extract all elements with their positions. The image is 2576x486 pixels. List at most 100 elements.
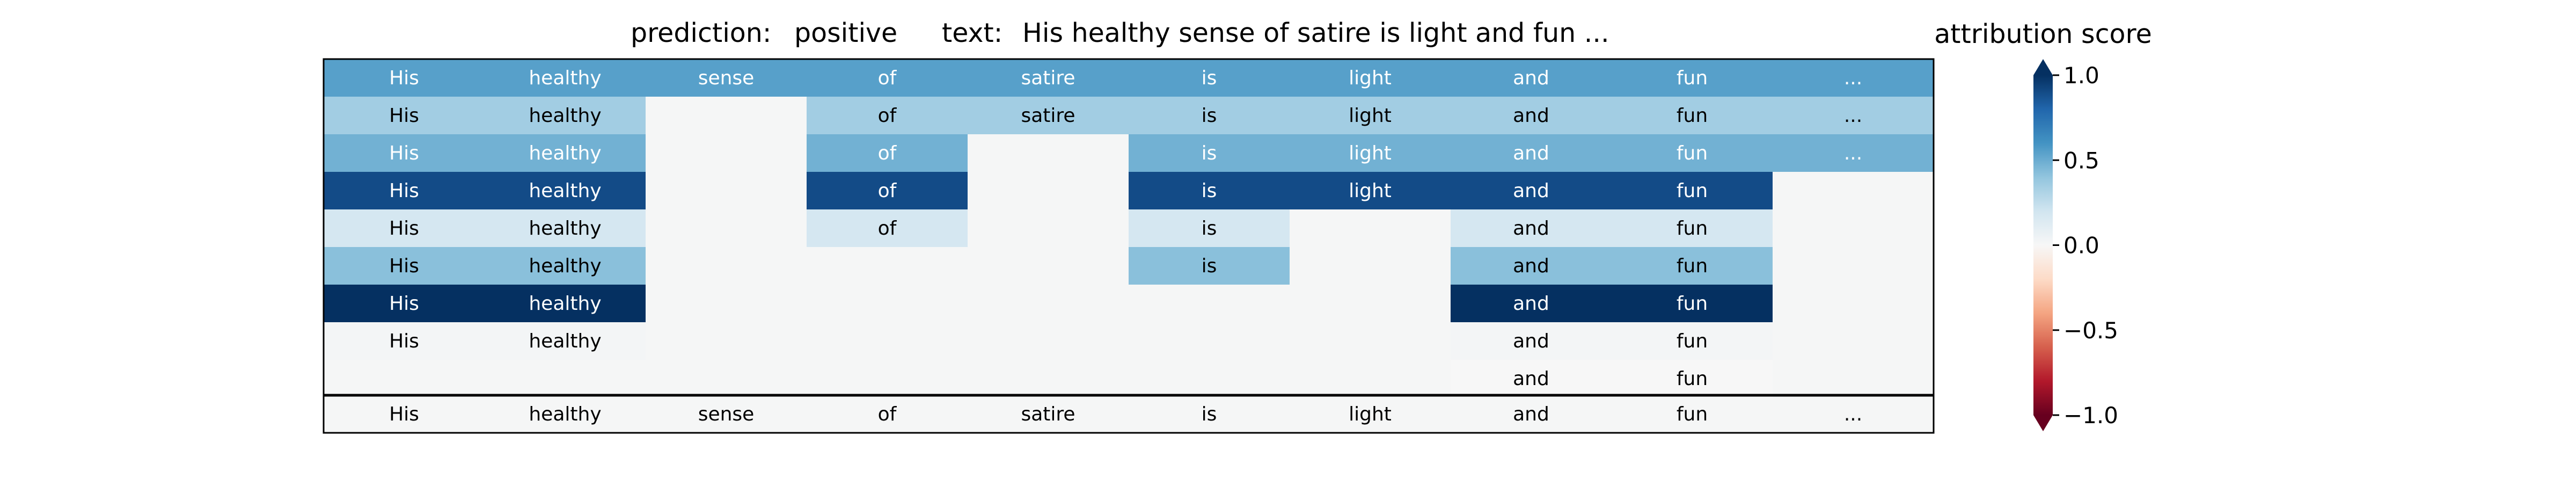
- heatmap-cell: [1612, 172, 1773, 209]
- cell-token-label: of: [878, 217, 897, 240]
- heatmap-cell: [646, 59, 807, 97]
- heatmap-cells: His healthy sense of satire is light and fun ... H…: [324, 59, 1934, 397]
- cell-token-label: of: [878, 142, 897, 164]
- heatmap-cell: [1451, 322, 1612, 360]
- cell-token-label: is: [1202, 142, 1217, 164]
- cell-token-label: and: [1513, 217, 1549, 240]
- prediction-label: prediction:: [631, 18, 771, 48]
- heatmap-cell: [1612, 360, 1773, 397]
- heatmap-cell: [324, 172, 485, 209]
- colorbar-tick-label: 1.0: [2063, 62, 2099, 89]
- cell-token-label: satire: [1021, 67, 1075, 89]
- heatmap-cell: [1129, 134, 1290, 172]
- heatmap-cell: [324, 285, 485, 322]
- heatmap-cell: [1129, 209, 1290, 247]
- colorbar-extend-bottom: [2033, 415, 2053, 431]
- heatmap-cell: [1129, 172, 1290, 209]
- cell-token-label: is: [1202, 255, 1217, 277]
- colorbar-tick-label: 0.0: [2063, 233, 2099, 259]
- cell-token-label: of: [878, 67, 897, 89]
- bottom-token-row: His healthy sense of satire is light and fun...: [389, 403, 1862, 425]
- cell-token-label: His: [389, 142, 419, 164]
- heatmap-cell: [1612, 247, 1773, 285]
- cell-token-label: fun: [1677, 67, 1708, 89]
- cell-token-label: healthy: [529, 67, 601, 89]
- cell-token-label: and: [1513, 255, 1549, 277]
- heatmap-cell: [485, 209, 646, 247]
- colorbar-title: attribution score: [1934, 19, 2151, 49]
- cell-token-label: His: [389, 330, 419, 352]
- heatmap-cell: [807, 209, 968, 247]
- heatmap-cell: [1612, 285, 1773, 322]
- heatmap-cell: [485, 172, 646, 209]
- cell-token-label: satire: [1021, 105, 1075, 127]
- cell-token-label: healthy: [529, 180, 601, 202]
- heatmap-cell: [485, 322, 646, 360]
- heatmap-cell: [1451, 209, 1612, 247]
- heatmap-cell: [1451, 97, 1612, 134]
- cell-token-label: light: [1349, 142, 1392, 164]
- heatmap-cell: [485, 247, 646, 285]
- heatmap-cell: [485, 59, 646, 97]
- text-value: His healthy sense of satire is light and…: [1022, 18, 1609, 48]
- colorbar-extend-top: [2033, 59, 2053, 75]
- heatmap-frame: [323, 58, 1935, 434]
- heatmap-cell: [1451, 59, 1612, 97]
- heatmap-cell: [324, 322, 485, 360]
- heatmap-cell: [324, 97, 485, 134]
- text-label: text:: [942, 18, 1002, 48]
- input-token-label: healthy: [529, 403, 601, 425]
- heatmap-cell: [324, 247, 485, 285]
- heatmap-cell: [1451, 360, 1612, 397]
- heatmap-cell: [324, 209, 485, 247]
- colorbar-tick-label: 0.5: [2063, 147, 2099, 173]
- heatmap-cell: [968, 59, 1129, 97]
- heatmap-cell: [1129, 97, 1290, 134]
- cell-token-label: healthy: [529, 330, 601, 352]
- cell-token-label: His: [389, 217, 419, 240]
- input-token-label: of: [878, 403, 897, 425]
- cell-token-label: healthy: [529, 105, 601, 127]
- cell-token-label: of: [878, 105, 897, 127]
- prediction-value: positive: [794, 18, 897, 48]
- cell-token-label: His: [389, 67, 419, 89]
- heatmap-cell: [1773, 59, 1934, 97]
- heatmap-cell: [1773, 134, 1934, 172]
- cell-token-label: fun: [1677, 330, 1708, 352]
- input-token-label: satire: [1021, 403, 1075, 425]
- cell-token-label: His: [389, 105, 419, 127]
- cell-token-label: fun: [1677, 293, 1708, 315]
- heatmap-cell: [807, 134, 968, 172]
- heatmap-cell: [1612, 322, 1773, 360]
- cell-token-label: and: [1513, 293, 1549, 315]
- cell-token-label: His: [389, 180, 419, 202]
- input-token-label: His: [389, 403, 419, 425]
- heatmap-cell: [1612, 59, 1773, 97]
- cell-token-label: and: [1513, 368, 1549, 390]
- cell-token-label: ...: [1844, 142, 1862, 164]
- cell-token-label: of: [878, 180, 897, 202]
- cell-token-label: healthy: [529, 217, 601, 240]
- cell-token-label: healthy: [529, 142, 601, 164]
- heatmap-cell: [1290, 97, 1451, 134]
- cell-token-label: is: [1202, 180, 1217, 202]
- cell-token-label: is: [1202, 67, 1217, 89]
- cell-token-label: light: [1349, 180, 1392, 202]
- heatmap-cell: [1290, 59, 1451, 97]
- cell-token-label: and: [1513, 180, 1549, 202]
- heatmap-cell: [1451, 285, 1612, 322]
- cell-token-label: His: [389, 255, 419, 277]
- colorbar-tick-label: −0.5: [2063, 317, 2118, 344]
- cell-token-label: is: [1202, 105, 1217, 127]
- cell-token-label: and: [1513, 142, 1549, 164]
- cell-token-label: His: [389, 293, 419, 315]
- colorbar-gradient: [2033, 75, 2053, 415]
- heatmap-cell: [1290, 172, 1451, 209]
- heatmap-cell: [485, 285, 646, 322]
- cell-token-label: fun: [1677, 217, 1708, 240]
- input-token-label: and: [1513, 403, 1549, 425]
- cell-token-label: ...: [1844, 67, 1862, 89]
- cell-token-label: sense: [698, 67, 755, 89]
